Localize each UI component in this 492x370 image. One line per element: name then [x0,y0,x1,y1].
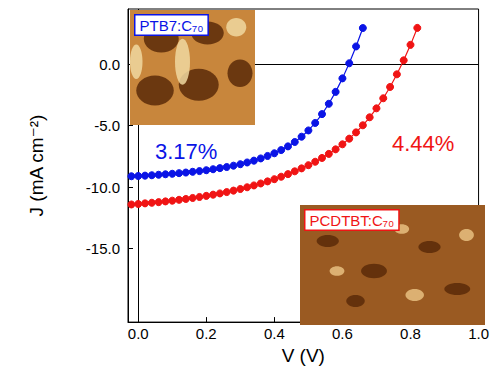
svg-text:0.2: 0.2 [196,325,217,342]
svg-text:-10.0: -10.0 [86,179,120,196]
svg-text:J (mA cm⁻²): J (mA cm⁻²) [26,115,47,217]
svg-text:0.8: 0.8 [400,325,421,342]
svg-text:PCDTBT:C₇₀: PCDTBT:C₇₀ [310,212,395,229]
svg-text:1.0: 1.0 [468,325,489,342]
svg-text:-15.0: -15.0 [86,240,120,257]
svg-text:V (V): V (V) [282,345,325,366]
svg-text:PTB7:C₇₀: PTB7:C₇₀ [140,17,204,34]
svg-text:4.44%: 4.44% [392,131,454,156]
svg-text:0.6: 0.6 [332,325,353,342]
svg-text:0.0: 0.0 [128,325,149,342]
svg-text:-5.0: -5.0 [94,117,120,134]
svg-text:0.0: 0.0 [99,56,120,73]
svg-text:0.4: 0.4 [264,325,285,342]
svg-text:3.17%: 3.17% [155,139,217,164]
